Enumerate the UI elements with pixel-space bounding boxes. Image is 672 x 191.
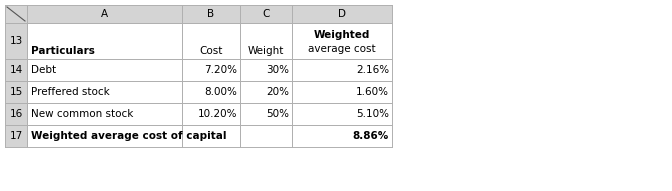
Text: 15: 15 bbox=[9, 87, 23, 97]
Bar bbox=[292, 59, 392, 81]
Bar bbox=[240, 81, 292, 103]
Bar bbox=[5, 103, 27, 125]
Text: 14: 14 bbox=[9, 65, 23, 75]
Bar bbox=[292, 5, 392, 23]
Text: Weight: Weight bbox=[248, 46, 284, 56]
Text: 17: 17 bbox=[9, 131, 23, 141]
Bar bbox=[5, 125, 27, 147]
Text: 50%: 50% bbox=[266, 109, 289, 119]
Bar bbox=[292, 81, 392, 103]
Bar bbox=[292, 103, 392, 125]
Bar bbox=[240, 59, 292, 81]
Text: Particulars: Particulars bbox=[31, 46, 95, 56]
Text: 8.00%: 8.00% bbox=[204, 87, 237, 97]
Bar bbox=[27, 81, 182, 103]
Text: 1.60%: 1.60% bbox=[356, 87, 389, 97]
Text: 16: 16 bbox=[9, 109, 23, 119]
Text: 8.86%: 8.86% bbox=[353, 131, 389, 141]
Text: 20%: 20% bbox=[266, 87, 289, 97]
Bar bbox=[182, 103, 240, 125]
Bar bbox=[5, 23, 27, 59]
Text: Weighted: Weighted bbox=[314, 30, 370, 40]
Bar bbox=[240, 103, 292, 125]
Bar bbox=[27, 103, 182, 125]
Bar bbox=[240, 23, 292, 59]
Text: D: D bbox=[338, 9, 346, 19]
Text: A: A bbox=[101, 9, 108, 19]
Text: 30%: 30% bbox=[266, 65, 289, 75]
Text: C: C bbox=[262, 9, 269, 19]
Text: Preffered stock: Preffered stock bbox=[31, 87, 110, 97]
Bar bbox=[292, 125, 392, 147]
Text: Debt: Debt bbox=[31, 65, 56, 75]
Text: 10.20%: 10.20% bbox=[198, 109, 237, 119]
Bar bbox=[182, 81, 240, 103]
Bar bbox=[27, 5, 182, 23]
Text: 13: 13 bbox=[9, 36, 23, 46]
Bar bbox=[182, 59, 240, 81]
Bar bbox=[292, 23, 392, 59]
Text: 5.10%: 5.10% bbox=[356, 109, 389, 119]
Bar bbox=[240, 5, 292, 23]
Text: B: B bbox=[208, 9, 214, 19]
Bar bbox=[27, 125, 182, 147]
Bar bbox=[5, 81, 27, 103]
Bar bbox=[182, 23, 240, 59]
Text: 7.20%: 7.20% bbox=[204, 65, 237, 75]
Text: average cost: average cost bbox=[308, 44, 376, 54]
Text: 2.16%: 2.16% bbox=[356, 65, 389, 75]
Bar bbox=[5, 5, 27, 23]
Bar bbox=[182, 125, 240, 147]
Bar bbox=[240, 125, 292, 147]
Bar bbox=[27, 59, 182, 81]
Bar bbox=[5, 59, 27, 81]
Bar bbox=[27, 23, 182, 59]
Text: New common stock: New common stock bbox=[31, 109, 133, 119]
Text: Cost: Cost bbox=[200, 46, 222, 56]
Bar bbox=[182, 5, 240, 23]
Text: Weighted average cost of capital: Weighted average cost of capital bbox=[31, 131, 226, 141]
